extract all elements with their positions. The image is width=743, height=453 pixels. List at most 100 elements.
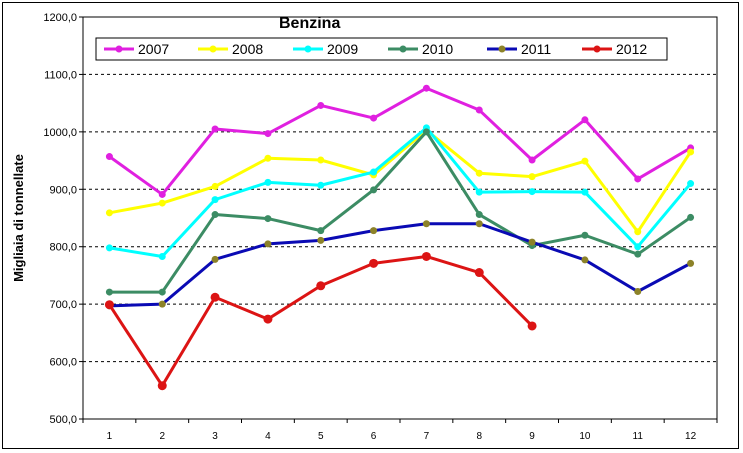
chart-title: Benzina [279,15,340,32]
data-point [211,182,219,190]
legend-label-2011: 2011 [521,41,551,57]
x-tick-label: 10 [579,431,591,442]
x-tick-label: 1 [107,431,113,442]
data-point [581,116,589,124]
data-point [581,231,589,239]
data-point [264,240,272,248]
data-point [687,148,695,156]
series-line-2008 [109,128,692,234]
y-axis-label: Migliaia di tonnellate [11,154,26,282]
data-point [475,106,483,114]
data-point [317,101,325,109]
data-point [370,227,378,235]
data-point [105,153,113,161]
data-point [528,173,536,181]
data-point [634,175,642,183]
data-point [211,125,219,133]
legend-marker [399,45,407,53]
series-lines [104,84,695,391]
data-point [264,178,272,186]
data-point [158,300,166,308]
data-point [264,154,272,162]
data-point [527,321,537,331]
legend-label-2010: 2010 [422,41,453,57]
x-tick-label: 8 [476,431,482,442]
data-point [317,227,325,235]
legend-marker [304,45,312,53]
legend: 2007 2008 2009 2010 2011 2012 [95,37,668,61]
x-tick-label: 5 [318,431,324,442]
data-point [317,156,325,164]
x-tick-label: 11 [633,431,644,442]
data-point [528,188,536,196]
series-2011 [105,220,695,310]
data-point [475,169,483,177]
data-point [422,84,430,92]
y-axis-ticks: 500,0 600,0 700,0 800,0 900,0 1000,0 1100,0 120… [43,12,83,426]
data-point [211,196,219,204]
series-line-2010 [109,130,692,294]
data-point [317,181,325,189]
legend-box [95,37,668,61]
data-point [370,114,378,122]
data-point [158,199,166,207]
data-point [157,381,167,391]
series-2007 [105,84,695,198]
data-point [369,258,379,268]
data-point [370,186,378,194]
data-point [316,281,326,291]
legend-marker [209,45,217,53]
data-point [104,300,114,310]
data-point [158,288,166,296]
x-tick-label: 2 [159,431,165,442]
data-point [370,168,378,176]
data-point [105,209,113,217]
y-tick-label: 900,0 [49,184,77,196]
legend-label-2008: 2008 [232,41,263,57]
data-point [422,128,430,136]
series-line-2009 [109,126,692,258]
y-tick-label: 1100,0 [44,69,77,81]
data-point [211,255,219,263]
x-tick-label: 6 [371,431,377,442]
y-tick-label: 800,0 [49,242,77,254]
y-tick-label: 600,0 [49,357,77,369]
x-axis-ticks: 1 2 3 4 5 6 7 8 9 10 11 12 [82,419,718,442]
data-point [105,288,113,296]
data-point [581,188,589,196]
legend-marker [115,45,123,53]
series-line-2007 [108,86,692,196]
data-point [264,215,272,223]
x-tick-label: 9 [529,431,535,442]
data-point [475,220,483,228]
legend-label-2009: 2009 [327,41,358,57]
data-point [528,156,536,164]
x-tick-label: 4 [265,431,271,442]
y-tick-label: 1000,0 [43,127,77,139]
data-point [263,314,273,324]
data-point [581,256,589,264]
data-point [264,130,272,138]
data-point [687,213,695,221]
data-point [528,238,536,246]
gridlines [83,73,717,363]
data-point [422,220,430,228]
legend-label-2012: 2012 [616,41,647,57]
data-point [474,268,484,278]
y-tick-label: 500,0 [49,414,77,426]
series-line-2011 [109,222,692,308]
series-2008 [105,126,695,236]
legend-marker [498,45,506,53]
data-point [634,228,642,236]
y-tick-label: 700,0 [49,299,77,311]
series-2009 [105,124,695,260]
data-point [421,251,431,261]
data-point [475,188,483,196]
data-point [475,211,483,219]
x-tick-label: 12 [685,431,697,442]
data-point [581,157,589,165]
x-tick-label: 7 [424,431,430,442]
x-tick-label: 3 [212,431,218,442]
y-tick-label: 1200,0 [43,12,77,24]
